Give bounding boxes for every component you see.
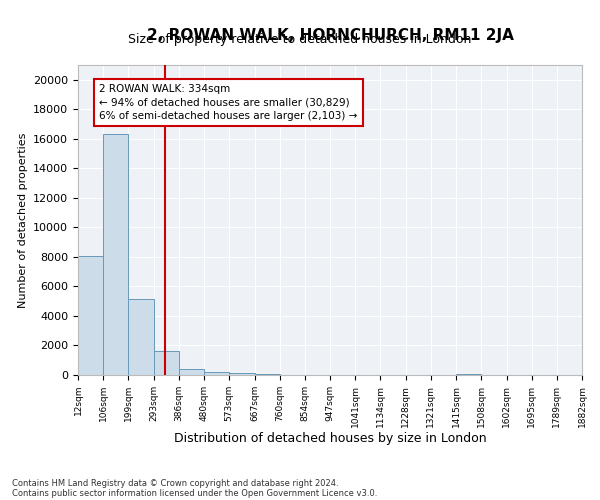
Bar [179, 368, 204, 375]
Bar [229, 373, 254, 375]
Bar [456, 374, 481, 375]
Bar [254, 374, 280, 375]
Text: 2 ROWAN WALK: 334sqm
← 94% of detached houses are smaller (30,829)
6% of semi-de: 2 ROWAN WALK: 334sqm ← 94% of detached h… [99, 84, 358, 120]
Bar [128, 299, 154, 375]
X-axis label: Distribution of detached houses by size in London: Distribution of detached houses by size … [173, 432, 487, 446]
Bar [204, 372, 229, 375]
Text: Size of property relative to detached houses in London: Size of property relative to detached ho… [128, 32, 472, 46]
Title: 2, ROWAN WALK, HORNCHURCH, RM11 2JA: 2, ROWAN WALK, HORNCHURCH, RM11 2JA [146, 28, 514, 43]
Bar [103, 134, 128, 375]
Y-axis label: Number of detached properties: Number of detached properties [17, 132, 28, 308]
Bar [154, 352, 179, 375]
Text: Contains public sector information licensed under the Open Government Licence v3: Contains public sector information licen… [12, 488, 377, 498]
Bar [78, 256, 103, 375]
Text: Contains HM Land Registry data © Crown copyright and database right 2024.: Contains HM Land Registry data © Crown c… [12, 478, 338, 488]
